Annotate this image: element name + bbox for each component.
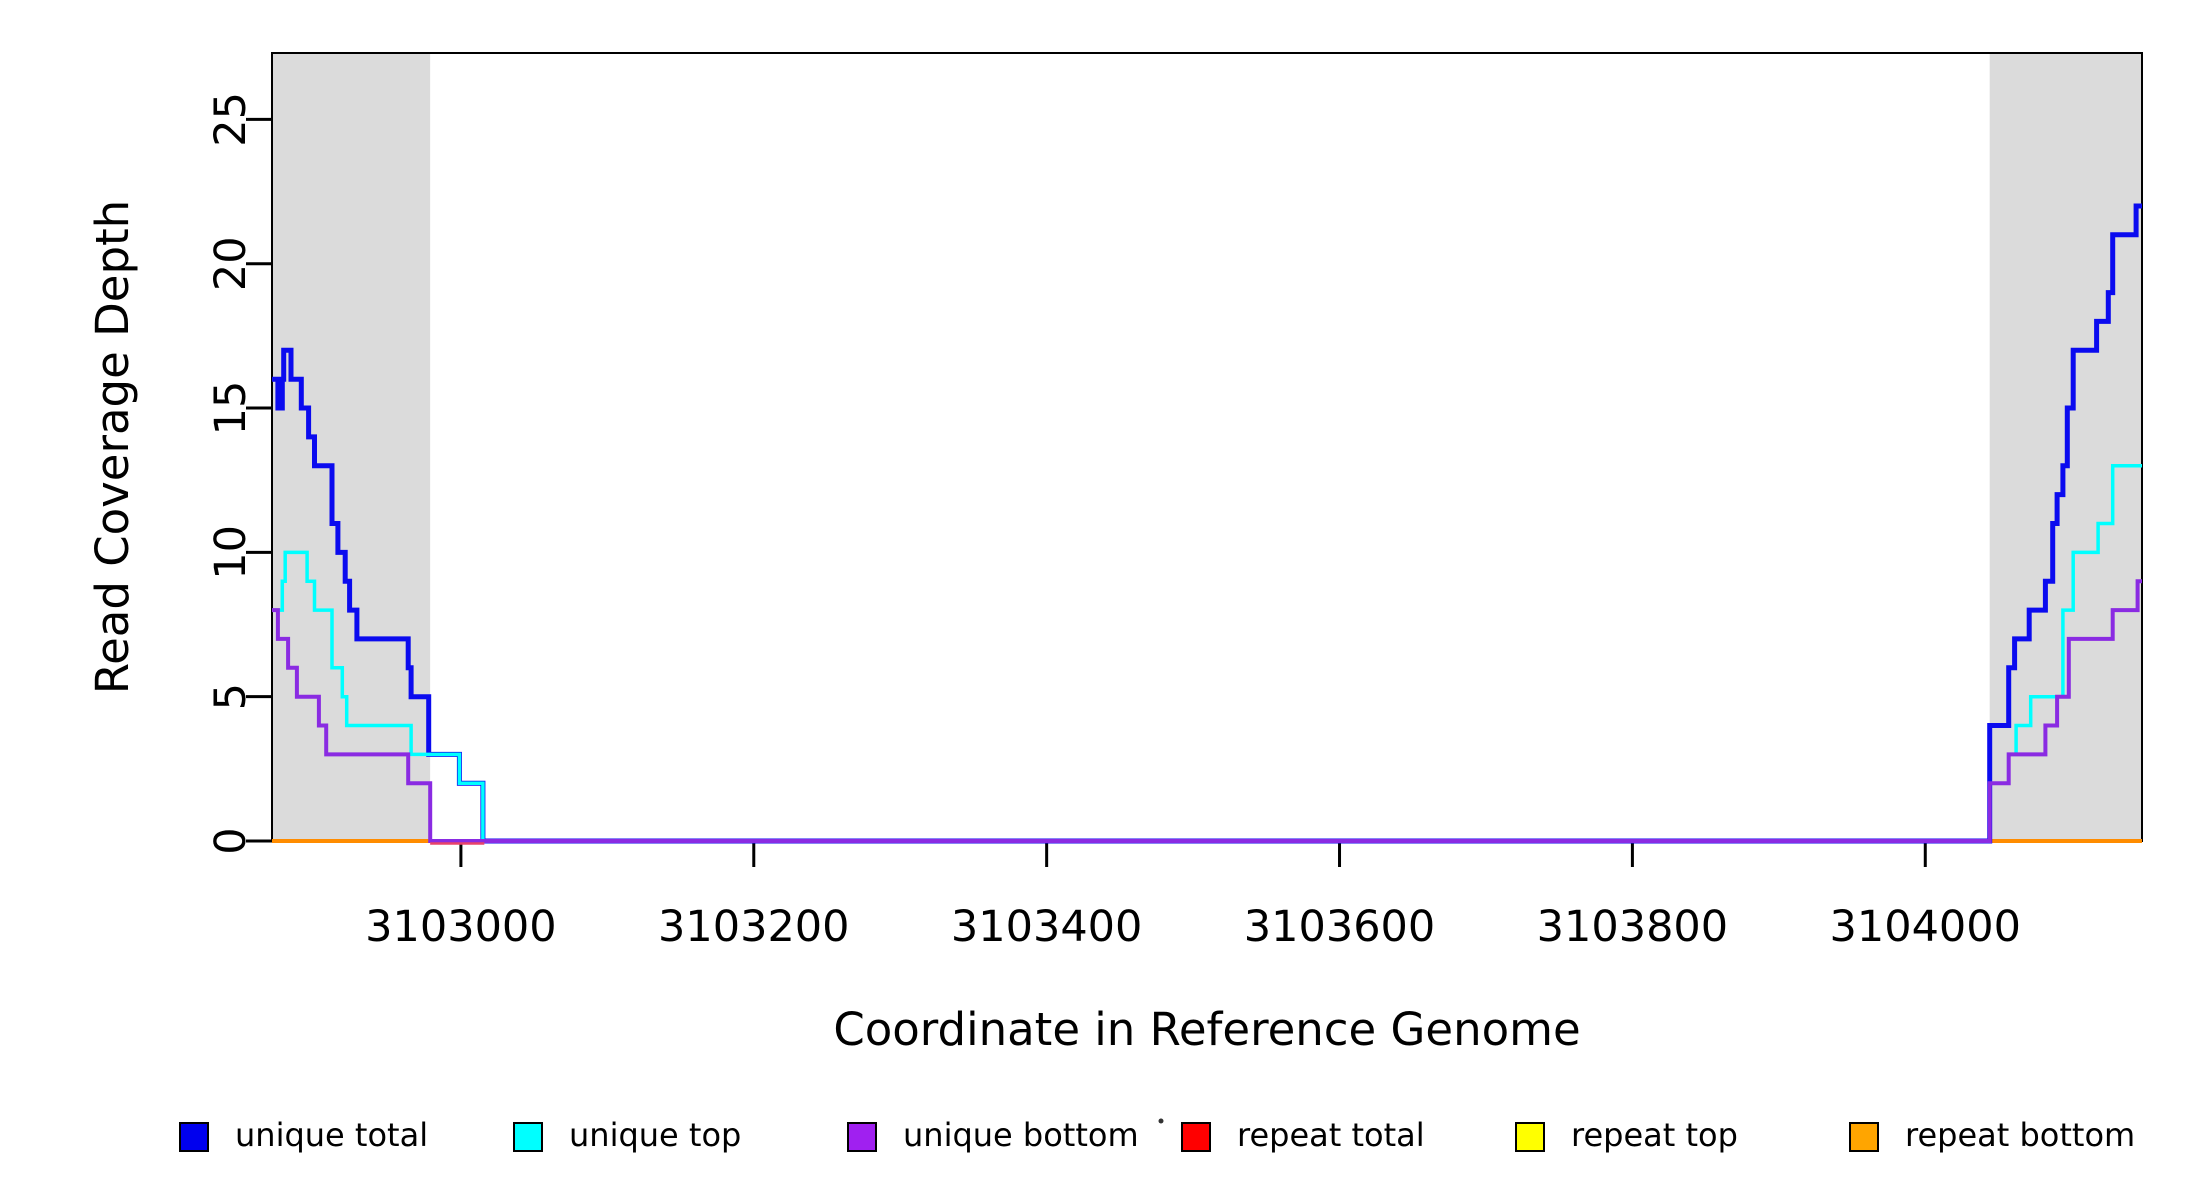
- series-unique-top: [272, 464, 2142, 843]
- y-tick-label: 0: [206, 827, 256, 854]
- legend-item-unique-total: unique total: [179, 1116, 428, 1154]
- legend-label: unique total: [235, 1116, 428, 1154]
- x-axis: 3103000 3103200 3103400 3103600 3103800 31040…: [365, 841, 2021, 952]
- repeat-region-left: [272, 53, 431, 841]
- legend-item-repeat-total: repeat total: [1181, 1116, 1425, 1154]
- y-tick-label: 20: [206, 236, 256, 291]
- legend-item-repeat-top: repeat top: [1515, 1116, 1738, 1154]
- legend-item-repeat-bottom: repeat bottom: [1849, 1116, 2135, 1154]
- legend-label: unique bottom: [903, 1116, 1139, 1154]
- legend-swatch-icon: [847, 1122, 877, 1152]
- x-axis-title: Coordinate in Reference Genome: [833, 1003, 1580, 1056]
- legend-swatch-icon: [1181, 1122, 1211, 1152]
- y-tick-label: 5: [206, 683, 256, 710]
- legend-swatch-icon: [1515, 1122, 1545, 1152]
- legend-swatch-icon: [179, 1122, 209, 1152]
- y-tick-label: 15: [206, 381, 256, 436]
- y-axis-title: Read Coverage Depth: [86, 200, 139, 694]
- series-unique-bottom: [272, 579, 2142, 843]
- legend-label: repeat total: [1237, 1116, 1425, 1154]
- legend-label: unique top: [569, 1116, 741, 1154]
- legend: unique total unique top unique bottom repea…: [179, 1116, 2135, 1154]
- y-tick-label: 10: [206, 525, 256, 580]
- legend-label: repeat bottom: [1905, 1116, 2135, 1154]
- x-tick-label: 3103400: [951, 902, 1143, 952]
- x-tick-label: 3103800: [1537, 902, 1729, 952]
- legend-item-unique-bottom: unique bottom: [847, 1116, 1139, 1154]
- legend-item-unique-top: unique top: [513, 1116, 741, 1154]
- y-axis: 0 5 10 15 20 25: [206, 92, 272, 855]
- legend-label: repeat top: [1571, 1116, 1738, 1154]
- legend-swatch-icon: [513, 1122, 543, 1152]
- y-tick-label: 25: [206, 92, 256, 147]
- x-tick-label: 3103600: [1244, 902, 1436, 952]
- x-tick-label: 3103200: [658, 902, 850, 952]
- legend-swatch-icon: [1849, 1122, 1879, 1152]
- x-tick-label: 3103000: [365, 902, 557, 952]
- x-tick-label: 3104000: [1830, 902, 2022, 952]
- stray-point: [1158, 1118, 1164, 1124]
